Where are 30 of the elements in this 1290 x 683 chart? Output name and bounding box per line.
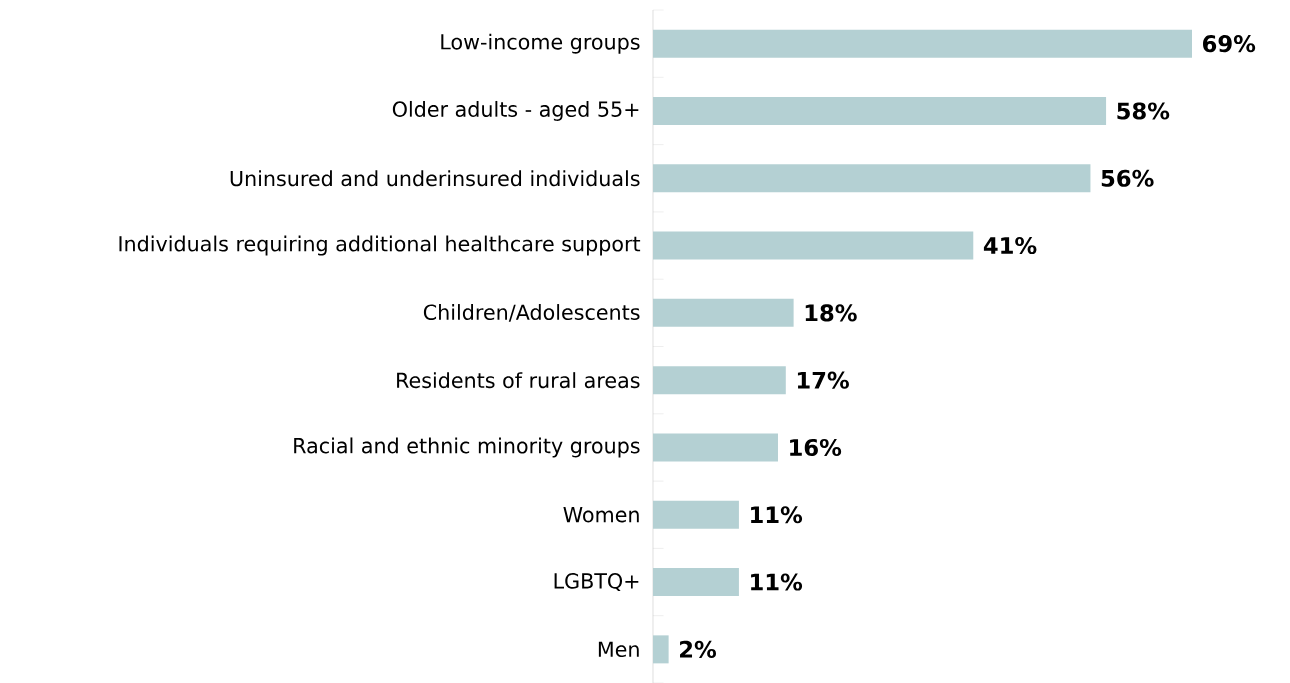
bar [653, 29, 1193, 58]
y-tick-label: Men [598, 641, 639, 658]
data-label: 11% [751, 506, 803, 524]
data-label: 58% [1117, 102, 1170, 120]
bar [653, 231, 974, 260]
data-label: 56% [1101, 169, 1154, 187]
bar [653, 500, 739, 529]
data-label: 17% [797, 371, 849, 389]
data-label: 2% [680, 640, 716, 658]
y-tick-label: Women [563, 507, 639, 523]
bar [653, 635, 669, 664]
data-label: 11% [751, 573, 803, 591]
bar [653, 366, 786, 395]
data-label: 18% [805, 304, 857, 322]
bar [653, 568, 739, 597]
data-label: 16% [790, 438, 842, 457]
bar [653, 433, 778, 462]
y-tick-label: Older adults - aged 55+ [392, 100, 639, 121]
y-tick-label: Children/Adolescents [423, 304, 640, 322]
data-label: 41% [983, 236, 1037, 255]
y-tick-label: Residents of rural areas [397, 372, 640, 389]
bar [653, 96, 1107, 125]
data-label: 69% [1203, 35, 1256, 53]
y-tick-label: Low-income groups [441, 33, 640, 54]
bar [653, 164, 1091, 193]
y-tick-label: Individuals requiring additional healthcare support [119, 235, 641, 256]
y-tick-label: Uninsured and underinsured individuals [230, 170, 640, 187]
bar [653, 298, 794, 327]
y-tick-label: LGBTQ+ [554, 573, 639, 592]
y-tick-label: Racial and ethnic minority groups [294, 437, 640, 458]
